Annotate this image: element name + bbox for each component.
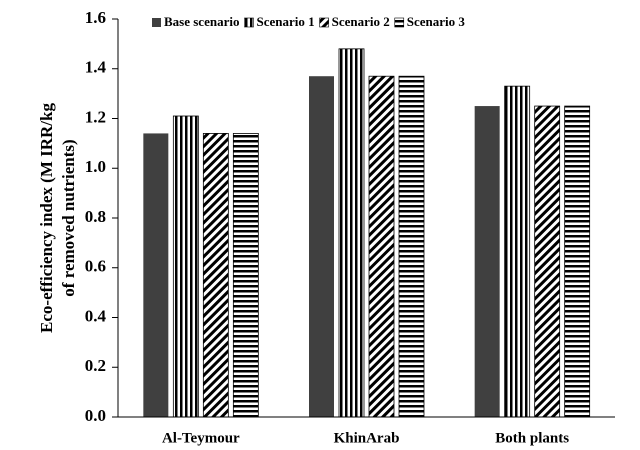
legend-label: Scenario 2	[332, 14, 390, 29]
legend-swatch	[394, 17, 405, 28]
legend-swatch	[244, 17, 254, 28]
y-tick-label: 0.8	[85, 207, 106, 226]
y-tick-label: 1.6	[85, 8, 106, 27]
bar	[398, 75, 425, 418]
bar	[309, 76, 334, 418]
legend-swatch	[319, 17, 329, 28]
bar	[534, 105, 561, 418]
y-tick-label: 0.4	[85, 306, 107, 325]
bar	[172, 115, 199, 418]
bar	[232, 133, 259, 418]
legend-label: Scenario 1	[256, 14, 314, 29]
bar	[202, 133, 229, 418]
bar	[338, 48, 365, 418]
y-tick-label: 0.2	[85, 356, 106, 375]
y-axis-label: of removed nutrients)	[59, 139, 78, 296]
y-tick-label: 0.0	[85, 406, 106, 425]
bar	[564, 105, 591, 418]
y-tick-label: 1.0	[85, 157, 106, 176]
y-tick-label: 0.6	[85, 257, 106, 276]
x-tick-label: Both plants	[495, 430, 569, 446]
legend-swatch	[152, 18, 161, 27]
x-tick-label: KhinArab	[334, 430, 400, 446]
bar	[504, 85, 531, 418]
bar	[368, 75, 395, 418]
y-tick-label: 1.2	[85, 107, 106, 126]
x-tick-label: Al-Teymour	[162, 430, 240, 446]
bar	[474, 106, 500, 417]
bar	[143, 133, 169, 418]
y-tick-label: 1.4	[85, 58, 107, 77]
legend-label: Base scenario	[164, 14, 239, 29]
legend-label: Scenario 3	[407, 14, 466, 29]
y-axis-label: Eco-efficiency index (M IRR/kg	[37, 103, 56, 333]
